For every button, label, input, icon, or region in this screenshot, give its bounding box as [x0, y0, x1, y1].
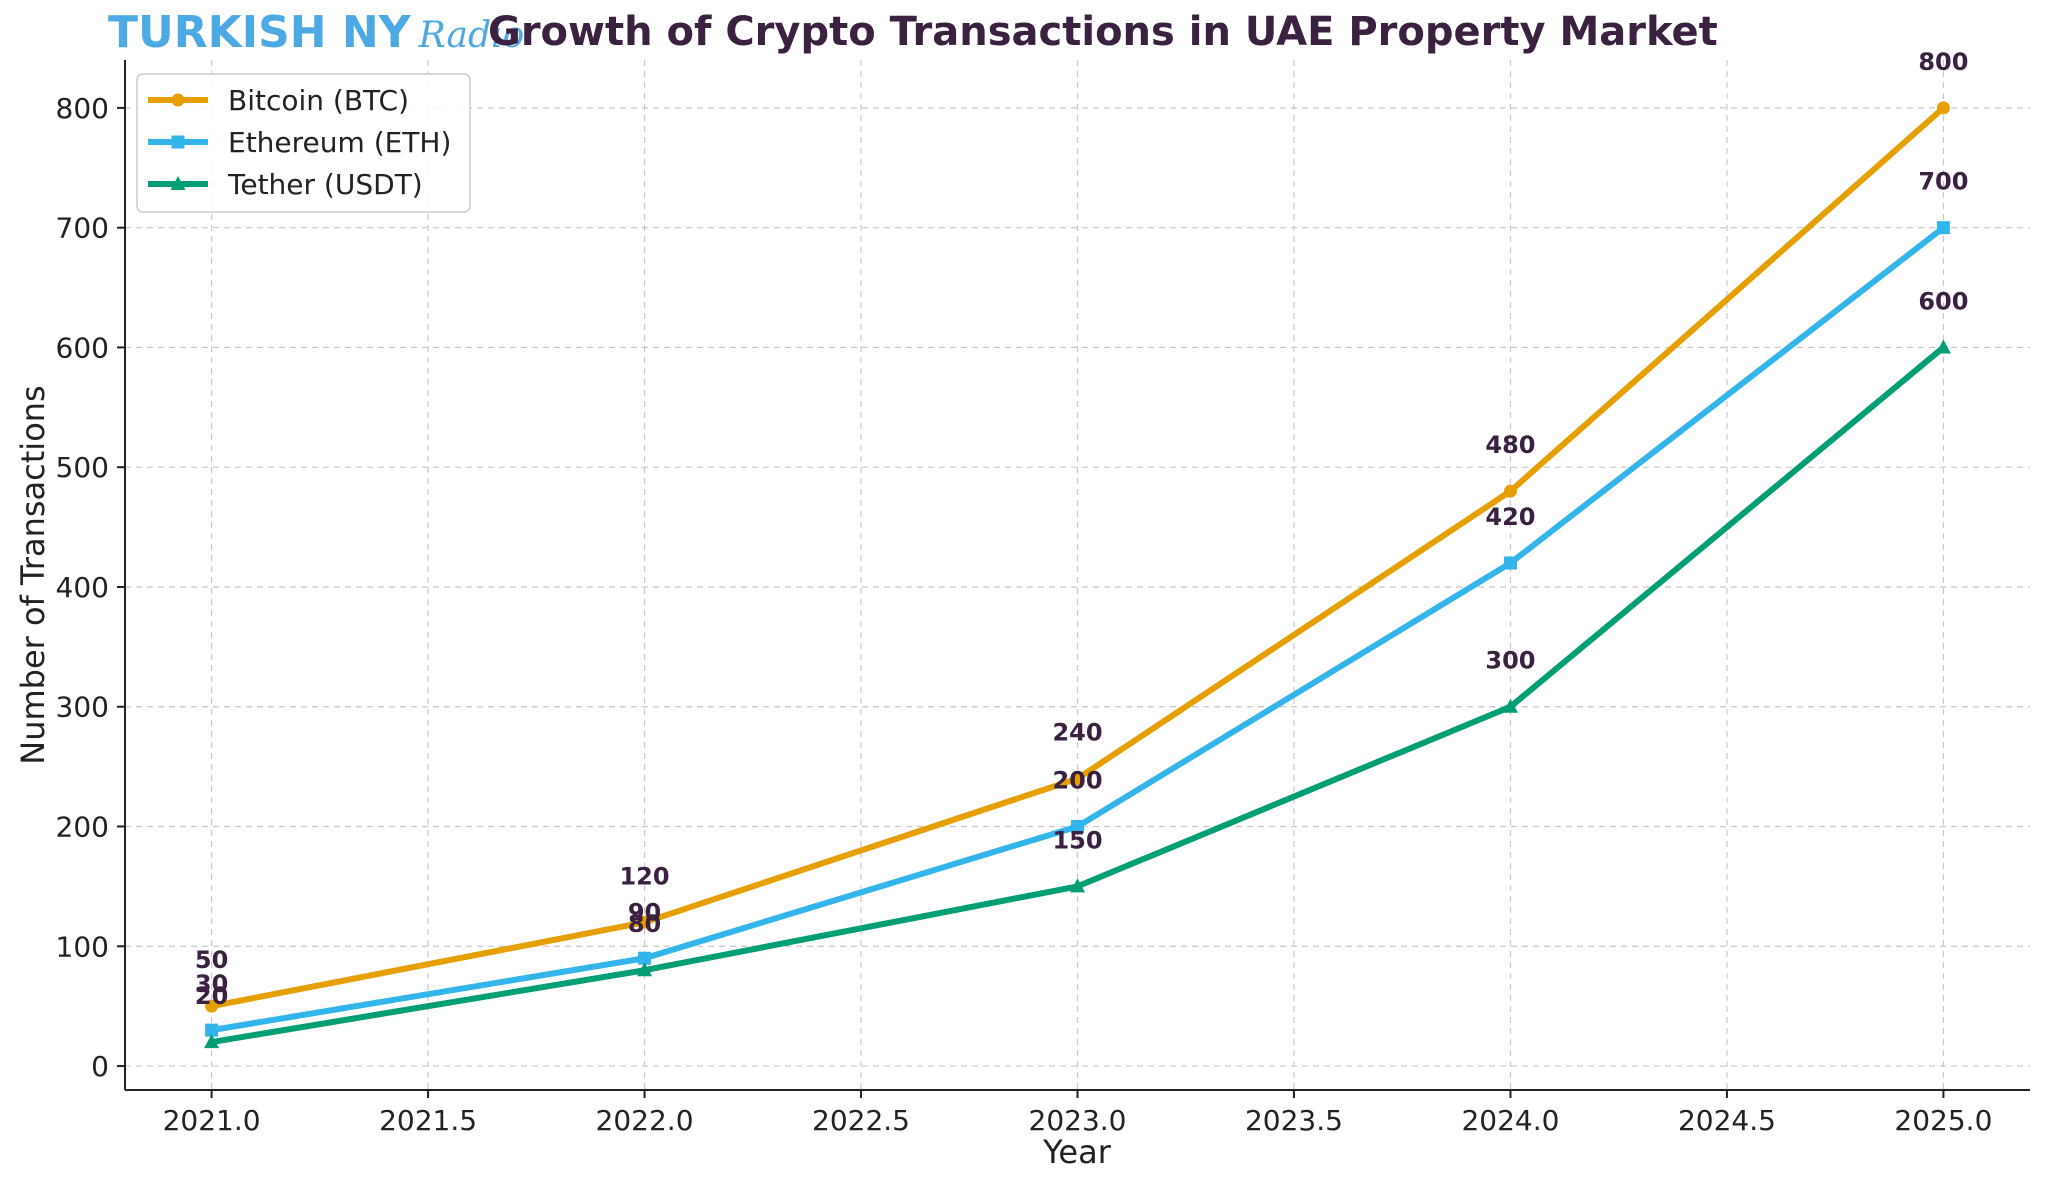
y-ticks: 0 100 200 300 400 500 600 700 800	[56, 92, 125, 1083]
legend-box	[136, 73, 471, 213]
x-tick-label: 2021.5	[379, 1104, 477, 1137]
data-label-bitcoin-btc: 480	[1485, 431, 1535, 459]
data-point-tether-usdt	[637, 962, 653, 977]
data-label-ethereum-eth: 420	[1485, 503, 1535, 531]
data-point-bitcoin-btc	[1503, 484, 1517, 498]
data-label-tether-usdt: 20	[195, 982, 228, 1010]
y-tick-label: 500	[56, 451, 109, 484]
y-tick-label: 400	[56, 571, 109, 604]
brand-logo: TURKISH NY Radio	[108, 7, 524, 58]
series-line-tether-usdt	[208, 344, 1947, 1046]
data-point-ethereum-eth	[1503, 556, 1517, 570]
data-label-bitcoin-btc: 120	[619, 862, 669, 890]
grid	[125, 60, 2030, 1090]
brand-logo-script: Radio	[418, 15, 525, 56]
data-point-tether-usdt	[1070, 878, 1085, 893]
legend-label: Ethereum (ETH)	[228, 126, 451, 159]
legend-swatch-marker	[171, 135, 185, 149]
brand-logo-main: TURKISH NY	[108, 7, 412, 58]
x-ticks: 2021.0 2021.5 2022.0 2022.5 2023.0 2023.5 2024…	[163, 1090, 1992, 1137]
y-axis-label: Number of Transactions	[14, 385, 52, 764]
data-label-tether-usdt: 150	[1052, 826, 1102, 854]
data-point-tether-usdt	[204, 1034, 220, 1049]
data-point-tether-usdt	[1935, 339, 1951, 354]
y-tick-label: 100	[56, 930, 109, 963]
data-label-ethereum-eth: 200	[1052, 767, 1102, 795]
data-point-ethereum-eth	[638, 951, 652, 965]
x-tick-label: 2023.0	[1029, 1104, 1127, 1137]
legend-label: Tether (USDT)	[227, 168, 423, 201]
y-tick-label: 700	[56, 212, 109, 245]
data-point-tether-usdt	[1502, 698, 1518, 713]
data-label-tether-usdt: 300	[1485, 647, 1535, 675]
data-label-bitcoin-btc: 240	[1052, 719, 1102, 747]
data-point-ethereum-eth	[1936, 221, 1950, 235]
data-label-tether-usdt: 600	[1918, 287, 1968, 315]
x-tick-label: 2021.0	[163, 1104, 261, 1137]
x-tick-label: 2024.0	[1461, 1104, 1559, 1137]
y-tick-label: 800	[56, 92, 109, 125]
x-tick-label: 2022.5	[812, 1104, 910, 1137]
series-group	[204, 101, 1951, 1049]
data-point-ethereum-eth	[205, 1023, 219, 1037]
data-point-bitcoin-btc	[638, 915, 652, 929]
y-tick-label: 0	[91, 1050, 109, 1083]
legend: Bitcoin (BTC) Ethereum (ETH) Tether (USDT)	[136, 73, 471, 213]
legend-swatch-marker	[171, 93, 185, 107]
data-label-bitcoin-btc: 800	[1918, 48, 1968, 76]
data-point-bitcoin-btc	[1936, 101, 1950, 115]
data-label-ethereum-eth: 90	[628, 898, 661, 926]
y-tick-label: 200	[56, 811, 109, 844]
data-point-bitcoin-btc	[205, 999, 219, 1013]
data-point-bitcoin-btc	[1071, 772, 1084, 786]
data-label-tether-usdt: 80	[628, 910, 661, 938]
x-tick-label: 2024.5	[1678, 1104, 1776, 1137]
data-labels: 50 120 240 480 800 30 90 200 420 700 20 80 150 300 600	[195, 48, 1969, 1010]
data-label-bitcoin-btc: 50	[195, 946, 228, 974]
y-tick-label: 600	[56, 331, 109, 364]
x-tick-label: 2022.0	[596, 1104, 694, 1137]
y-tick-label: 300	[56, 691, 109, 724]
x-tick-label: 2023.5	[1245, 1104, 1343, 1137]
data-label-ethereum-eth: 30	[195, 970, 228, 998]
chart-title: Growth of Crypto Transactions in UAE Pro…	[488, 9, 1718, 55]
legend-label: Bitcoin (BTC)	[228, 84, 409, 117]
data-label-ethereum-eth: 700	[1918, 168, 1968, 196]
x-tick-label: 2025.0	[1894, 1104, 1992, 1137]
data-point-ethereum-eth	[1071, 820, 1084, 834]
legend-swatch-marker	[170, 176, 186, 190]
x-axis-label: Year	[1042, 1133, 1112, 1171]
